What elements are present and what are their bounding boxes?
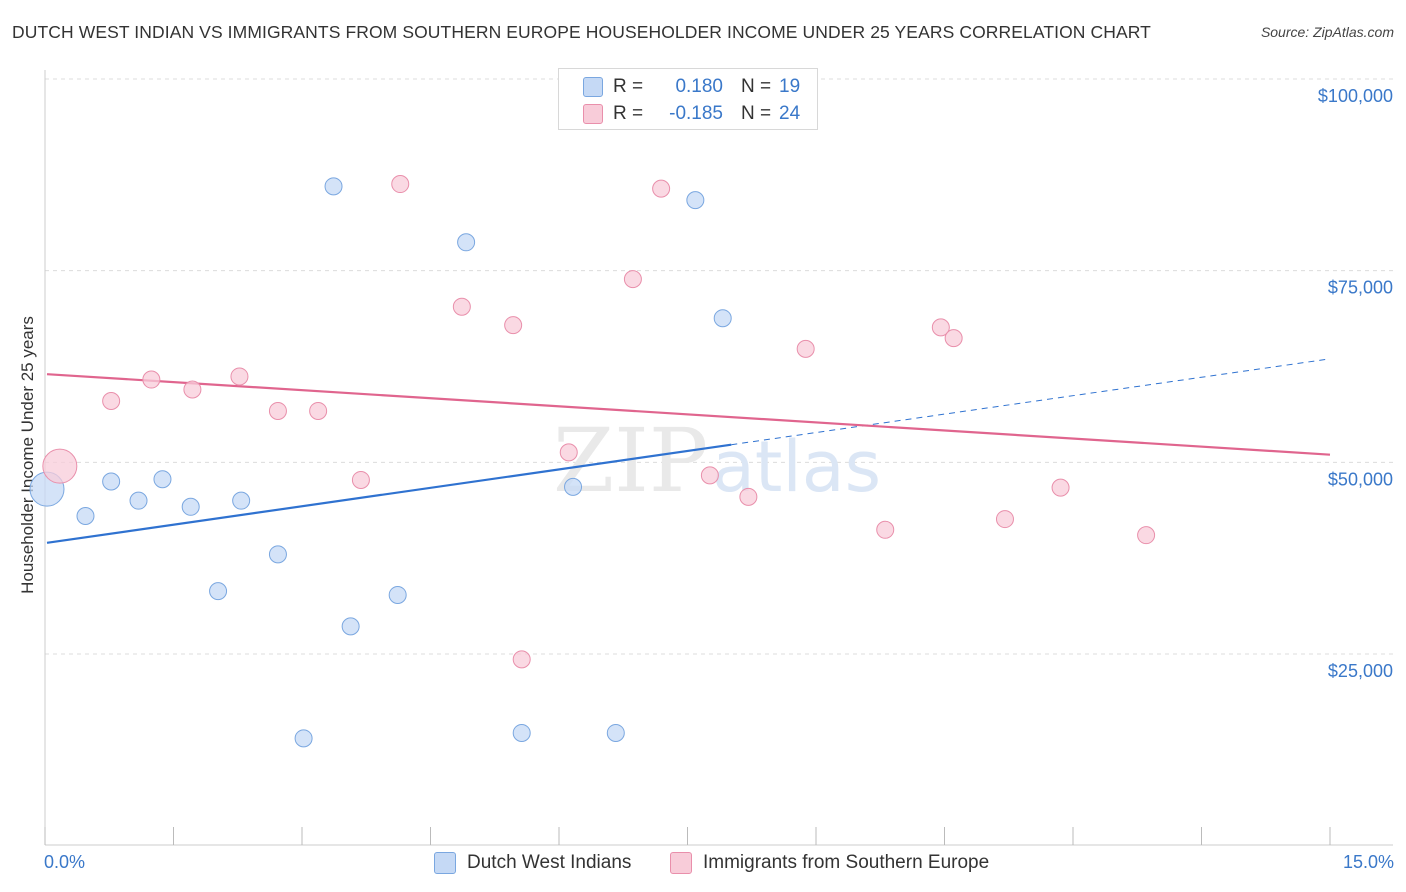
data-point-blue: [341, 617, 360, 636]
y-tick-labels: $25,000 $50,000 $75,000 $100,000: [1318, 86, 1393, 681]
data-point-pink: [1137, 526, 1156, 545]
data-point-pink: [268, 401, 287, 420]
data-point-pink: [944, 329, 963, 348]
series-legend: Dutch West Indians Immigrants from South…: [0, 852, 1406, 876]
legend-item-dutch-west-indians[interactable]: Dutch West Indians: [434, 852, 631, 874]
r-value-blue: 0.180: [675, 76, 723, 97]
data-point-blue: [153, 470, 172, 489]
data-point-pink: [623, 270, 642, 289]
trendline-extension-blue: [731, 358, 1331, 446]
legend-swatch-pink: [670, 852, 692, 874]
data-point-pink: [652, 179, 671, 198]
y-tick-label: $50,000: [1328, 469, 1393, 489]
data-point-pink: [351, 470, 370, 489]
r-label: R =: [613, 76, 644, 97]
grid-lines: [45, 78, 1393, 655]
data-point-pink: [230, 367, 249, 386]
data-point-pink: [995, 510, 1014, 529]
data-point-blue: [294, 729, 313, 748]
swatch-pink: [583, 104, 603, 124]
swatch-blue: [583, 77, 603, 97]
y-tick-label: $100,000: [1318, 86, 1393, 106]
n-value-pink: 24: [779, 103, 801, 124]
data-point-pink: [504, 316, 523, 335]
trendline-pink: [46, 373, 1331, 456]
data-point-pink: [512, 650, 531, 669]
data-point-blue: [181, 497, 200, 516]
legend-item-southern-europe[interactable]: Immigrants from Southern Europe: [670, 852, 989, 874]
data-point-blue: [606, 723, 625, 742]
data-point-blue: [564, 477, 583, 496]
data-points: [29, 175, 1156, 748]
data-point-blue: [457, 233, 476, 252]
trendlines: [46, 358, 1331, 544]
data-point-pink: [876, 520, 895, 539]
data-point-pink: [796, 339, 815, 358]
stats-legend: R = 0.180 N = 19 R = -0.185 N = 24: [558, 68, 818, 130]
data-point-pink: [739, 487, 758, 506]
data-point-blue: [388, 585, 407, 604]
n-label: N =: [741, 103, 772, 124]
legend-swatch-blue: [434, 852, 456, 874]
data-point-blue: [129, 491, 148, 510]
data-point-pink: [1051, 478, 1070, 497]
stats-row-blue: R = 0.180 N = 19: [583, 75, 800, 99]
chart-title: DUTCH WEST INDIAN VS IMMIGRANTS FROM SOU…: [12, 22, 1151, 42]
source-label: Source: ZipAtlas.com: [1260, 24, 1394, 40]
legend-label: Immigrants from Southern Europe: [703, 852, 990, 873]
n-value-blue: 19: [779, 76, 801, 97]
n-label: N =: [741, 76, 772, 97]
data-point-pink: [391, 175, 410, 194]
data-point-pink: [931, 318, 950, 337]
x-tick-label-max: 15.0%: [1342, 852, 1394, 872]
stats-row-pink: R = -0.185 N = 24: [583, 102, 800, 126]
r-label: R =: [613, 103, 644, 124]
y-tick-label: $25,000: [1328, 661, 1393, 681]
data-point-pink: [452, 297, 471, 316]
data-point-blue: [209, 582, 228, 601]
data-point-blue: [713, 309, 732, 328]
data-point-pink: [183, 380, 202, 399]
r-value-pink: -0.185: [669, 103, 723, 124]
trendline-blue: [46, 443, 732, 544]
data-point-blue: [324, 177, 343, 196]
legend-label: Dutch West Indians: [467, 852, 632, 873]
watermark-zip: ZIP: [553, 409, 708, 512]
data-point-pink: [102, 392, 121, 410]
data-point-blue: [686, 191, 705, 210]
data-point-blue: [512, 723, 531, 742]
data-point-blue: [102, 472, 121, 491]
data-point-pink: [142, 370, 161, 389]
data-point-pink: [700, 466, 719, 485]
x-tick-label-min: 0.0%: [44, 852, 86, 872]
data-point-pink: [559, 443, 578, 462]
data-point-pink: [309, 401, 328, 420]
data-point-blue: [76, 507, 95, 525]
watermark-atlas: atlas: [712, 426, 881, 508]
data-point-blue: [232, 491, 251, 510]
y-tick-label: $75,000: [1328, 278, 1393, 298]
data-point-blue: [268, 545, 287, 564]
data-point-pink: [42, 448, 78, 484]
